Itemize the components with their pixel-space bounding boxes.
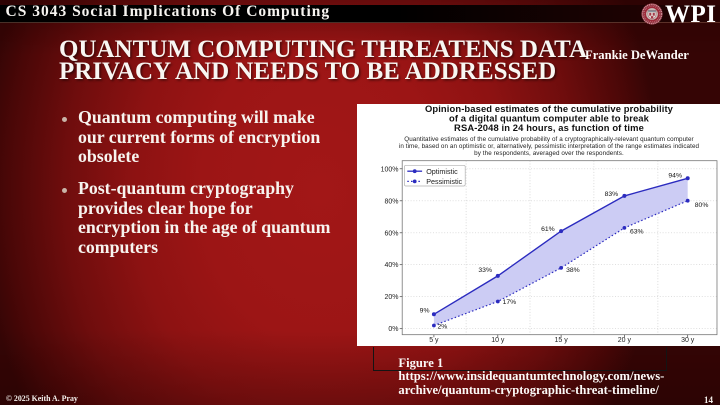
- svg-text:20%: 20%: [384, 294, 398, 301]
- svg-text:in time, based on an optimisti: in time, based on an optimistic or, alte…: [398, 143, 699, 150]
- svg-text:by the respondents, averaged o: by the respondents, averaged over the re…: [474, 150, 624, 157]
- svg-text:15 y: 15 y: [554, 337, 568, 344]
- svg-text:80%: 80%: [694, 202, 708, 209]
- svg-text:100%: 100%: [380, 167, 398, 174]
- svg-text:Opinion-based estimates of the: Opinion-based estimates of the cumulativ…: [424, 104, 673, 114]
- svg-text:20 y: 20 y: [617, 337, 631, 344]
- svg-text:Quantitative estimates of the: Quantitative estimates of the cumulative…: [404, 136, 693, 143]
- svg-text:61%: 61%: [541, 226, 555, 233]
- svg-text:40%: 40%: [384, 262, 398, 269]
- svg-text:5 y: 5 y: [429, 337, 439, 344]
- svg-text:of a digital quantum computer: of a digital quantum computer able to br…: [449, 113, 650, 124]
- svg-text:60%: 60%: [384, 231, 398, 238]
- svg-text:63%: 63%: [629, 229, 643, 236]
- svg-text:9%: 9%: [419, 308, 429, 315]
- svg-text:83%: 83%: [604, 191, 618, 198]
- svg-text:30 y: 30 y: [681, 337, 695, 344]
- svg-text:80%: 80%: [384, 199, 398, 206]
- svg-text:33%: 33%: [478, 267, 492, 274]
- svg-text:17%: 17%: [502, 299, 516, 306]
- svg-text:10 y: 10 y: [491, 337, 505, 344]
- svg-text:RSA-2048 in 24 hours, as funct: RSA-2048 in 24 hours, as function of tim…: [454, 122, 644, 133]
- svg-text:38%: 38%: [566, 267, 580, 274]
- svg-text:Optimistic: Optimistic: [426, 167, 458, 176]
- svg-text:2%: 2%: [437, 324, 447, 331]
- svg-text:94%: 94%: [668, 173, 682, 180]
- svg-text:Pessimistic: Pessimistic: [426, 177, 462, 186]
- svg-text:0%: 0%: [388, 326, 398, 333]
